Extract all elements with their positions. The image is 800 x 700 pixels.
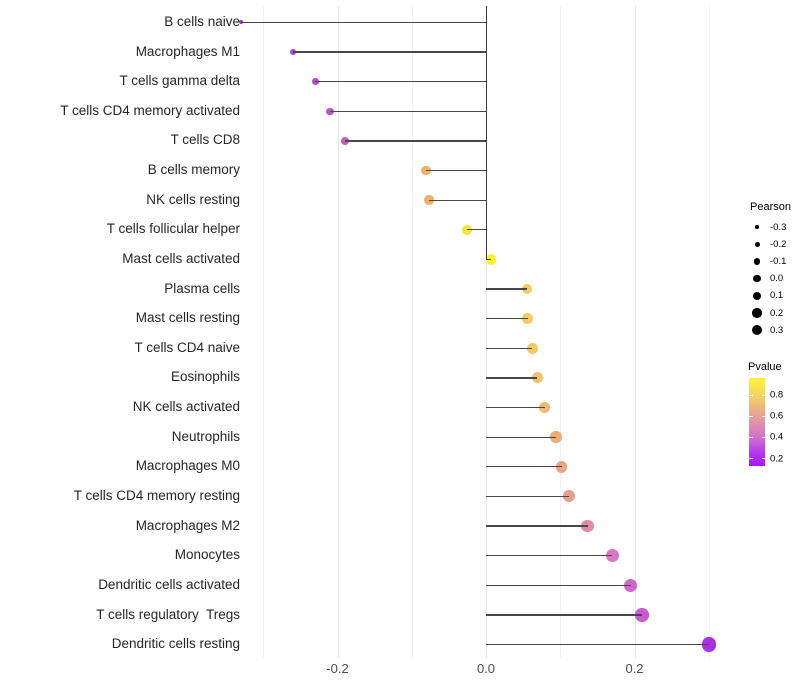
category-label: Mast cells resting (135, 310, 240, 326)
gridline-major (486, 6, 487, 658)
stem-line (330, 110, 486, 112)
pearson-legend-label: 0.1 (770, 290, 784, 302)
pearson-legend-label: -0.2 (770, 238, 787, 250)
stem-line (486, 614, 642, 616)
pvalue-colorbar (749, 378, 765, 466)
data-point (521, 283, 533, 295)
pvalue-legend-label: 0.6 (770, 410, 784, 422)
gridline-minor (411, 6, 413, 658)
pearson-legend-label: 0.3 (770, 324, 784, 336)
gridline-major (634, 6, 636, 658)
data-point (605, 549, 619, 563)
pvalue-colorbar-tick (749, 394, 753, 396)
stem-line (486, 258, 492, 261)
category-label: Dendritic cells resting (111, 636, 240, 652)
stem-line (315, 81, 486, 83)
stem-line (486, 377, 538, 379)
category-label: T cells CD4 memory resting (73, 487, 240, 503)
pvalue-colorbar-tick (749, 415, 753, 417)
pearson-legend-dot (753, 274, 761, 283)
category-label: B cells memory (147, 162, 240, 178)
gridline-minor (708, 6, 710, 658)
stem-line (486, 347, 533, 349)
pvalue-legend-label: 0.2 (770, 453, 784, 465)
data-point (485, 254, 497, 265)
category-label: T cells follicular helper (106, 221, 240, 237)
data-point (581, 519, 594, 533)
category-label: Neutrophils (171, 428, 240, 444)
stem-line (292, 51, 486, 53)
pearson-legend-dot (754, 241, 760, 247)
pearson-legend-label: 0.2 (770, 307, 784, 319)
pearson-legend-dot (751, 324, 763, 336)
pvalue-colorbar-tick (761, 458, 765, 460)
stem-line (486, 406, 545, 409)
pvalue-colorbar-tick (749, 458, 753, 460)
stem-line (486, 288, 527, 290)
category-label: NK cells activated (132, 399, 240, 415)
stem-line (486, 466, 562, 468)
category-label: T cells CD8 (170, 132, 240, 148)
stem-line (425, 169, 486, 172)
pearson-legend-dot (752, 308, 762, 318)
data-point (531, 372, 543, 384)
pvalue-legend-label: 0.4 (770, 431, 784, 443)
category-label: Macrophages M2 (135, 517, 240, 533)
data-point (526, 342, 538, 354)
category-label: Macrophages M0 (135, 458, 240, 474)
pvalue-colorbar-tick (761, 415, 765, 417)
pearson-legend-dot (752, 291, 762, 301)
stem-line (486, 436, 556, 438)
category-label: T cells CD4 memory activated (60, 102, 240, 118)
x-axis-tick-label: -0.2 (326, 661, 349, 676)
category-label: Eosinophils (170, 369, 240, 385)
category-label: T cells regulatory Tregs (96, 606, 240, 622)
stem-line (466, 229, 486, 231)
stem-line (240, 21, 486, 24)
data-point (635, 608, 649, 622)
data-point (563, 490, 576, 503)
data-point (555, 461, 568, 473)
category-label: B cells naive (164, 13, 240, 29)
stem-line (428, 199, 486, 201)
pvalue-colorbar-tick (761, 436, 765, 438)
zero-baseline (485, 6, 487, 260)
stem-line (486, 643, 709, 646)
stem-line (486, 318, 528, 320)
data-point (701, 637, 716, 652)
pearson-legend-dot (755, 225, 759, 229)
data-point (624, 578, 638, 592)
stem-line (486, 525, 588, 527)
category-label: Monocytes (174, 547, 240, 563)
pvalue-colorbar-tick (749, 436, 753, 438)
pearson-legend-title: Pearson (750, 201, 791, 213)
category-label: Mast cells activated (122, 250, 240, 266)
pvalue-colorbar-tick (761, 394, 765, 396)
stem-line (486, 555, 613, 557)
x-axis-tick-label: 0.2 (625, 661, 644, 676)
pearson-legend-dot (753, 258, 761, 265)
pearson-legend-label: 0.0 (770, 273, 784, 285)
gridline-minor (263, 6, 265, 658)
pvalue-legend-title: Pvalue (748, 361, 782, 373)
category-label: T cells gamma delta (119, 73, 240, 89)
pearson-legend-label: -0.1 (770, 255, 787, 267)
data-point (522, 313, 533, 324)
pvalue-legend-label: 0.8 (770, 389, 784, 401)
category-label: T cells CD4 naive (134, 339, 240, 355)
x-axis-tick-label: 0.0 (476, 661, 496, 676)
pearson-legend-label: -0.3 (770, 221, 787, 233)
category-label: Dendritic cells activated (98, 576, 240, 592)
category-label: Macrophages M1 (135, 43, 240, 59)
data-point (539, 402, 551, 414)
stem-line (344, 140, 486, 142)
stem-line (486, 495, 570, 498)
gridline-minor (560, 6, 562, 658)
gridline-major (337, 6, 339, 658)
category-label: NK cells resting (146, 191, 240, 207)
category-label: Plasma cells (164, 280, 240, 296)
data-point (550, 431, 562, 443)
stem-line (486, 584, 631, 587)
